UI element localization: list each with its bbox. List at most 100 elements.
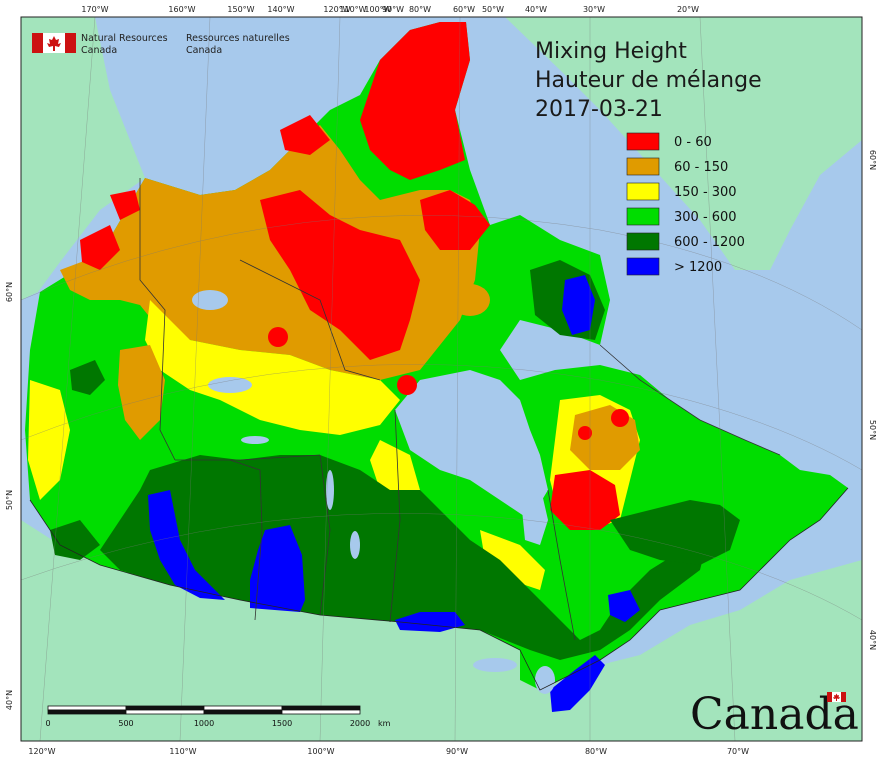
scale-unit: km: [378, 719, 391, 728]
zone-over-1200-quebec: [608, 590, 640, 622]
zone-0-60-spot-2: [268, 327, 288, 347]
hudson-bay: [395, 370, 548, 520]
scale-seg-2: [47, 709, 127, 715]
grat-top-9: 80°W: [409, 5, 431, 14]
grat-top-3: 150°W: [227, 5, 254, 14]
agency-en-line2: Canada: [81, 45, 117, 56]
zone-60-150-bc: [118, 345, 165, 440]
grat-right-1: 60°N: [868, 150, 877, 170]
scale-seg-5: [203, 705, 283, 711]
great-slave-lake: [208, 377, 252, 393]
grat-top-1: 170°W: [81, 5, 108, 14]
zone-0-60-arctic-3: [420, 190, 490, 250]
great-bear-lake: [192, 290, 228, 310]
lake-winnipeg: [326, 470, 334, 510]
legend-swatch-6: [626, 257, 660, 276]
zone-0-60-arctic-4: [280, 115, 330, 155]
grat-right-2: 50°N: [868, 420, 877, 440]
zone-over-1200-labrador: [562, 275, 595, 335]
grat-top-12: 40°W: [525, 5, 547, 14]
grat-bottom-4: 90°W: [446, 747, 468, 756]
zone-150-300-south: [480, 530, 545, 590]
lake-superior: [473, 658, 517, 672]
zone-0-60-quebec: [550, 470, 620, 530]
grat-top-2: 160°W: [168, 5, 195, 14]
wordmark-maple-leaf-icon: [833, 693, 840, 701]
graticule-labels-left: 60°N 50°N 40°N: [5, 282, 14, 710]
grat-top-7: 100°W: [364, 5, 391, 14]
provincial-boundaries: [139, 178, 781, 641]
canada-wordmark: Canada: [690, 689, 859, 740]
scale-seg-8: [281, 709, 361, 715]
graticule-labels-right: 60°N 50°N 40°N: [868, 150, 877, 650]
title-fr: Hauteur de mélange: [535, 68, 762, 93]
nrcan-signature: Natural Resources Canada Ressources natu…: [32, 33, 290, 56]
scale-seg-4: [125, 709, 205, 715]
agency-en-line1: Natural Resources: [81, 33, 168, 44]
legend-label-2: 60 - 150: [674, 160, 728, 175]
wordmark-flag-left: [827, 692, 832, 702]
flag-left-bar: [32, 33, 43, 53]
title-date: 2017-03-21: [535, 97, 663, 122]
james-bay: [520, 485, 548, 545]
scale-tick-1500: 1500: [272, 719, 292, 728]
zone-0-60-quebec-spot-2: [578, 426, 592, 440]
zone-0-60-arctic-2: [260, 190, 420, 360]
zone-0-60-nw: [110, 190, 140, 220]
scale-tick-0: 0: [45, 719, 50, 728]
legend-label-5: 600 - 1200: [674, 235, 745, 250]
canada-border: [29, 487, 849, 691]
scale-tick-2000: 2000: [350, 719, 370, 728]
zone-over-1200-alberta: [148, 490, 225, 600]
map-title: Mixing Height Hauteur de mélange 2017-03…: [535, 39, 762, 122]
agency-fr-line2: Canada: [186, 45, 222, 56]
maple-leaf-icon: [47, 36, 61, 51]
grat-bottom-5: 80°W: [585, 747, 607, 756]
legend-swatch-4: [626, 207, 660, 226]
grat-top-4: 140°W: [267, 5, 294, 14]
legend-label-6: > 1200: [674, 260, 722, 275]
legend: 0 - 60 60 - 150 150 - 300 300 - 600 600 - 12…: [626, 132, 745, 276]
alaska-land: [21, 17, 145, 300]
legend-swatch-3: [626, 182, 660, 201]
grat-top-8: 90°W: [382, 5, 404, 14]
legend-label-1: 0 - 60: [674, 135, 712, 150]
zone-0-60-spot-3: [397, 375, 417, 395]
scale-bar: 0 500 1000 1500 2000 km: [45, 705, 391, 728]
flag-right-bar: [65, 33, 76, 53]
grat-left-2: 50°N: [5, 490, 14, 510]
legend-label-4: 300 - 600: [674, 210, 737, 225]
grat-top-11: 50°W: [482, 5, 504, 14]
legend-label-3: 150 - 300: [674, 185, 737, 200]
lake-manitoba: [350, 531, 360, 559]
grat-top-5: 120°W: [323, 5, 350, 14]
grat-top-10: 60°W: [453, 5, 475, 14]
grat-right-3: 40°N: [868, 630, 877, 650]
scale-seg-6: [203, 709, 283, 715]
graticule-labels-top: 170°W 160°W 150°W 140°W 120°W 110°W 100°…: [81, 5, 699, 14]
zone-600-1200-bc: [70, 360, 105, 395]
zone-0-60-yukon: [80, 225, 120, 270]
wordmark-flag-right: [841, 692, 846, 702]
zone-600-1200-bc-2: [50, 520, 100, 560]
grat-bottom-1: 120°W: [28, 747, 55, 756]
scale-seg-7: [281, 705, 361, 711]
zone-600-1200-prairies: [100, 455, 710, 660]
foxe-basin-island: [450, 284, 490, 316]
graticule-lines: [21, 17, 862, 741]
grat-left-1: 60°N: [5, 282, 14, 302]
graticule-labels-bottom: 120°W 110°W 100°W 90°W 80°W 70°W: [28, 747, 749, 756]
scale-seg-3: [125, 705, 205, 711]
legend-swatch-2: [626, 157, 660, 176]
lake-athabasca: [241, 436, 269, 444]
grat-top-6: 110°W: [339, 5, 366, 14]
grat-bottom-2: 110°W: [169, 747, 196, 756]
grat-top-14: 20°W: [677, 5, 699, 14]
grat-bottom-6: 70°W: [727, 747, 749, 756]
zone-0-60-quebec-spot: [611, 409, 629, 427]
agency-fr-line1: Ressources naturelles: [186, 33, 290, 44]
zone-150-300-coast: [28, 380, 70, 500]
zone-over-1200-great-lakes: [550, 655, 605, 712]
zone-over-1200-sask: [250, 525, 305, 612]
